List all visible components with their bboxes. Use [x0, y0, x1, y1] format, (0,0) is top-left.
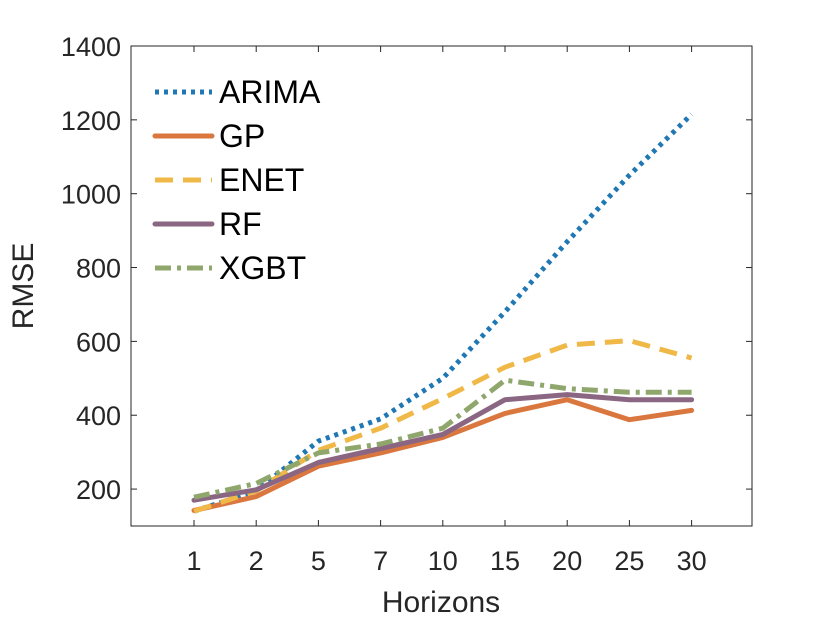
x-tick-label-20: 20: [552, 546, 582, 576]
x-tick-label-25: 25: [614, 546, 644, 576]
x-tick-label-5: 5: [311, 546, 326, 576]
y-tick-label-600: 600: [76, 327, 121, 357]
y-tick-label-1400: 1400: [61, 32, 121, 62]
series-layer: [191, 112, 695, 514]
plot-area: [130, 45, 753, 527]
x-axis-title: Horizons: [382, 586, 500, 619]
y-tick-label-400: 400: [76, 401, 121, 431]
y-tick-label-1200: 1200: [61, 106, 121, 136]
series-line-rf: [191, 392, 695, 503]
x-tick-label-15: 15: [490, 546, 520, 576]
x-tick-label-2: 2: [249, 546, 264, 576]
y-tick-label-800: 800: [76, 254, 121, 284]
series-line-gp: [191, 397, 695, 513]
legend: ARIMA GP ENET RF XGBT: [152, 74, 321, 286]
x-tick-label-7: 7: [373, 546, 388, 576]
x-tick-label-30: 30: [677, 546, 707, 576]
x-tick-label-10: 10: [428, 546, 458, 576]
legend-label-gp: GP: [219, 118, 265, 154]
y-tick-label-200: 200: [76, 475, 121, 505]
y-tick-label-1000: 1000: [61, 180, 121, 210]
legend-label-xgbt: XGBT: [219, 250, 306, 286]
series-line-xgbt: [193, 377, 692, 500]
y-axis-title: RMSE: [7, 243, 40, 330]
series-line-enet: [193, 338, 693, 514]
legend-label-arima: ARIMA: [219, 74, 321, 110]
legend-label-enet: ENET: [219, 162, 304, 198]
legend-label-rf: RF: [219, 206, 262, 242]
x-tick-label-1: 1: [186, 546, 201, 576]
